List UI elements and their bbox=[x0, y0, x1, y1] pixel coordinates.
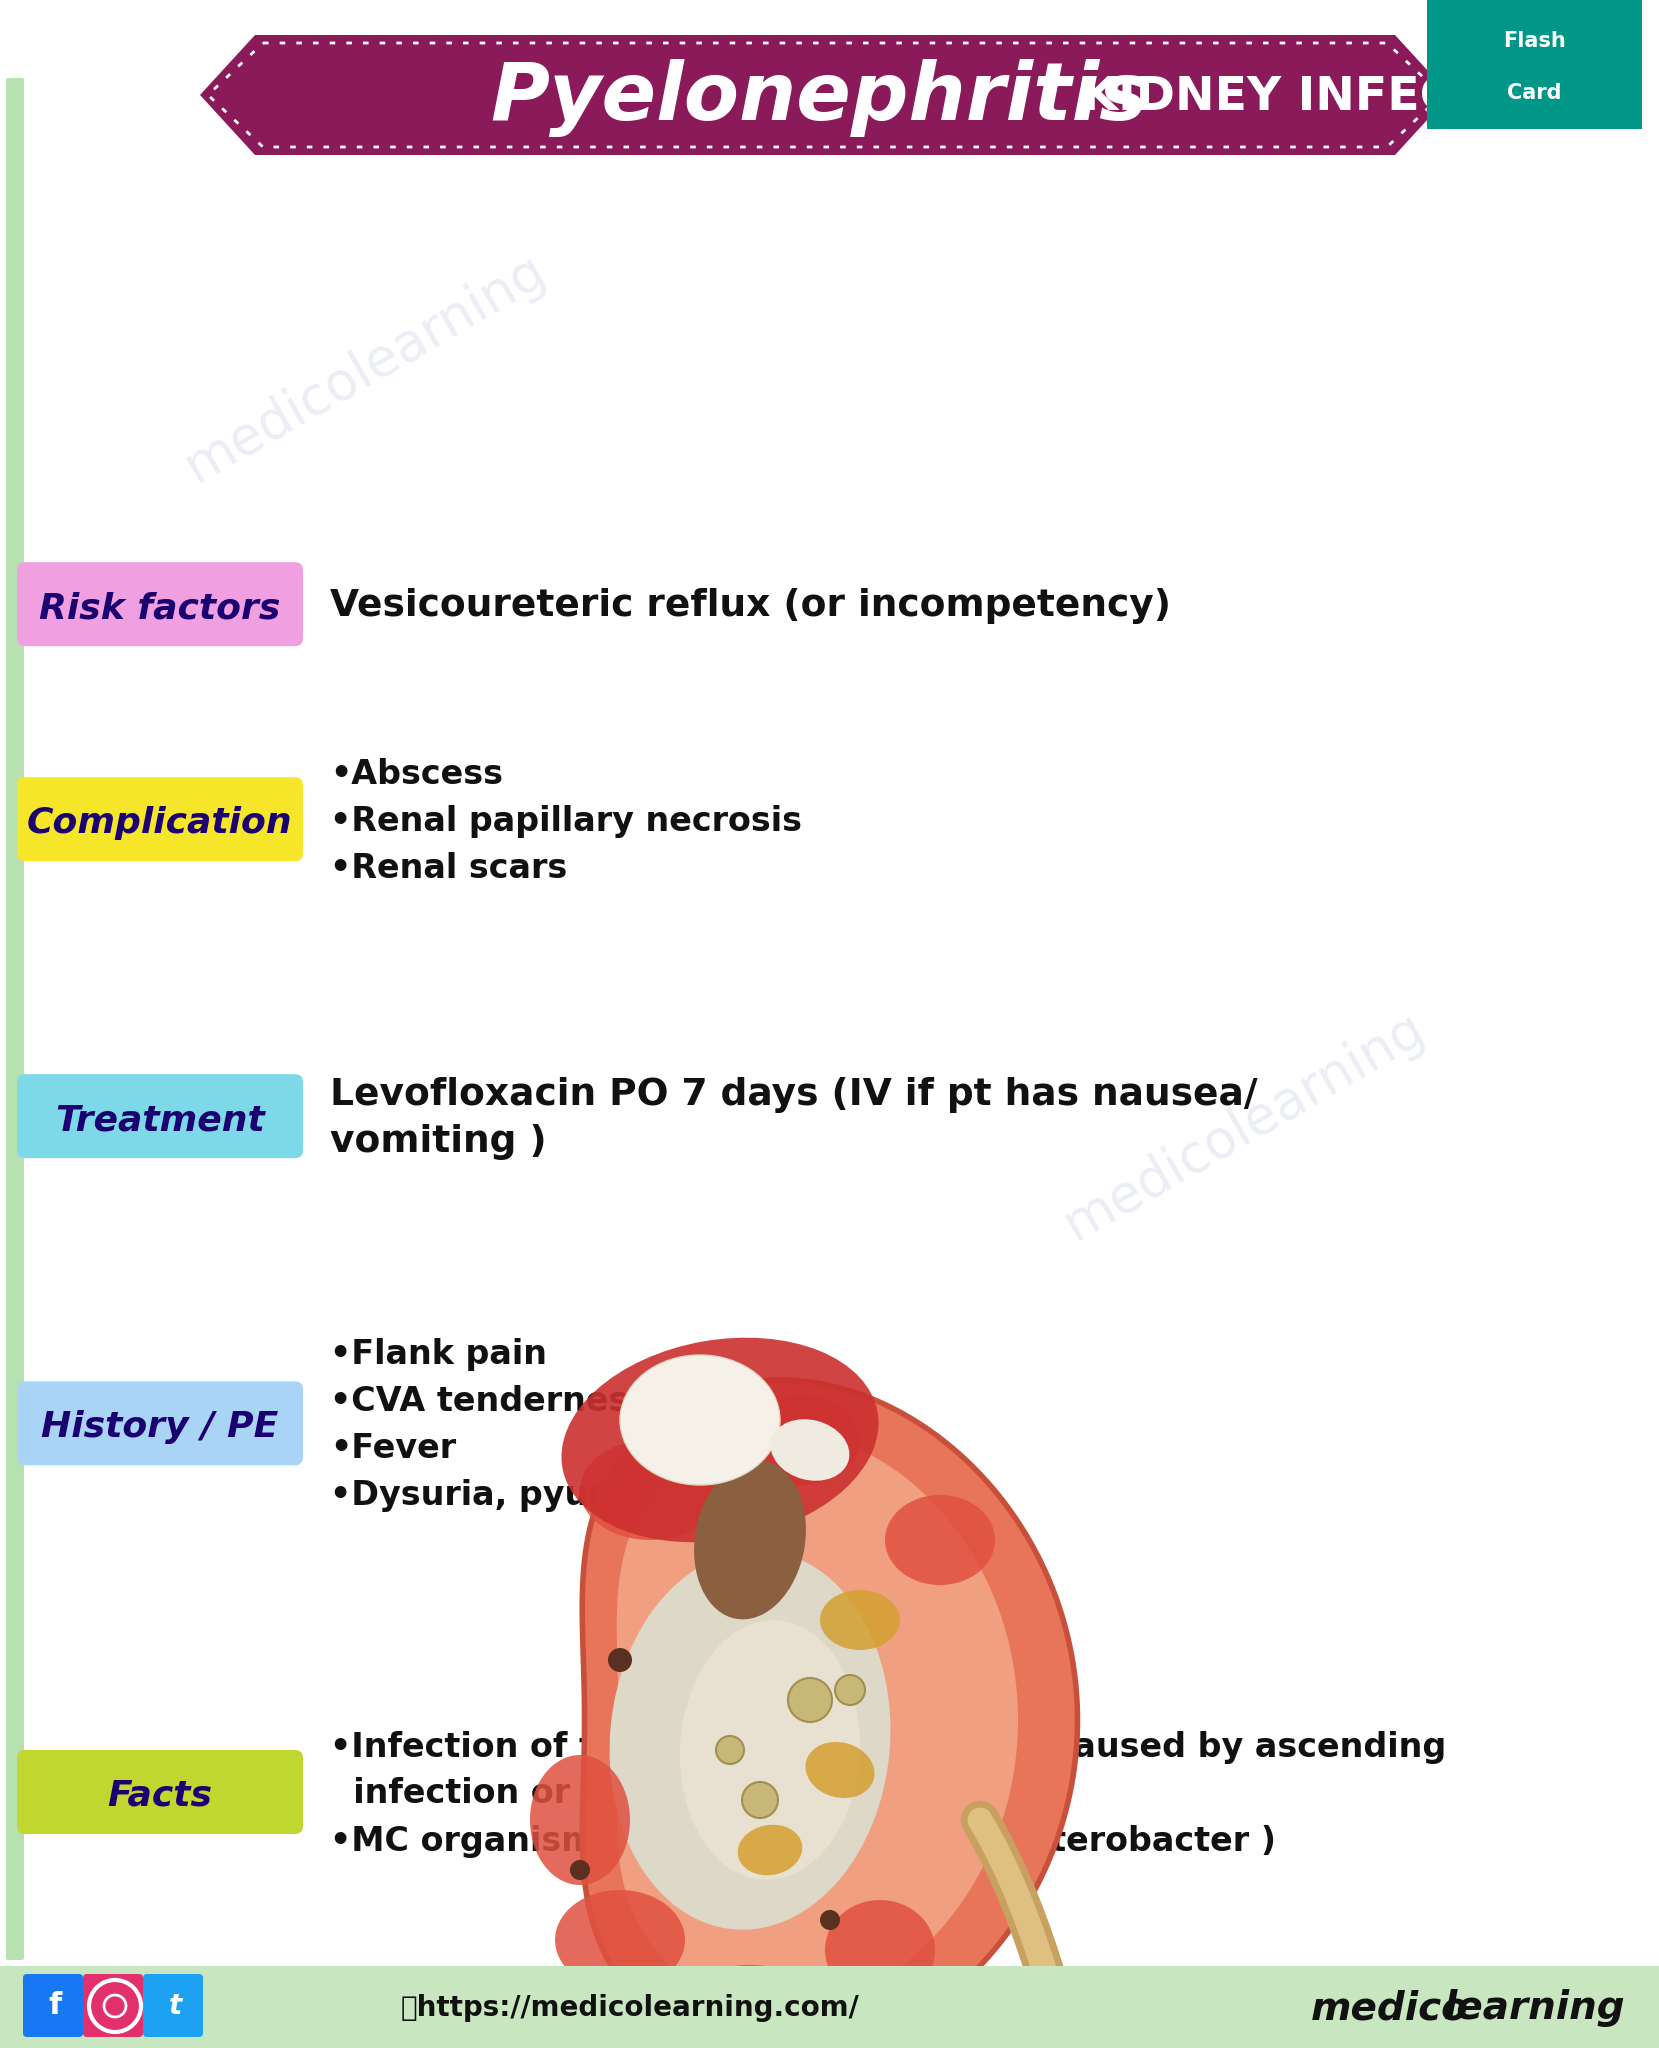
Text: vomiting ): vomiting ) bbox=[330, 1124, 546, 1159]
Text: KIDNEY INFECTION: KIDNEY INFECTION bbox=[1065, 76, 1584, 121]
Ellipse shape bbox=[561, 1337, 879, 1542]
Text: medicolearning: medicolearning bbox=[176, 244, 554, 494]
Ellipse shape bbox=[556, 1890, 685, 1991]
Ellipse shape bbox=[620, 1356, 780, 1485]
Circle shape bbox=[788, 1677, 833, 1722]
Text: Complication: Complication bbox=[27, 807, 292, 840]
PathPatch shape bbox=[617, 1432, 1019, 2009]
Circle shape bbox=[820, 1911, 839, 1929]
Polygon shape bbox=[201, 35, 1450, 156]
Circle shape bbox=[834, 1675, 864, 1706]
FancyBboxPatch shape bbox=[23, 1974, 83, 2038]
Text: t: t bbox=[168, 1993, 181, 2019]
Text: f: f bbox=[48, 1991, 61, 2021]
Ellipse shape bbox=[884, 1495, 995, 1585]
Ellipse shape bbox=[770, 1419, 849, 1481]
Text: Risk factors: Risk factors bbox=[40, 592, 280, 625]
FancyBboxPatch shape bbox=[17, 1073, 304, 1159]
FancyBboxPatch shape bbox=[7, 78, 23, 1960]
Ellipse shape bbox=[820, 1589, 899, 1651]
Text: Pyelonephritis: Pyelonephritis bbox=[489, 59, 1146, 137]
FancyBboxPatch shape bbox=[17, 776, 304, 862]
PathPatch shape bbox=[582, 1380, 1077, 2048]
Text: Vesicoureteric reflux (or incompetency): Vesicoureteric reflux (or incompetency) bbox=[330, 588, 1171, 625]
Ellipse shape bbox=[581, 1440, 720, 1540]
Ellipse shape bbox=[693, 1460, 806, 1620]
Text: ⓘhttps://medicolearning.com/: ⓘhttps://medicolearning.com/ bbox=[401, 1995, 859, 2021]
Text: •Dysuria, pyuria, bacteriuria: •Dysuria, pyuria, bacteriuria bbox=[330, 1479, 869, 1511]
Circle shape bbox=[607, 1649, 632, 1671]
Text: medicolearning: medicolearning bbox=[1055, 1001, 1433, 1251]
Text: Levofloxacin PO 7 days (IV if pt has nausea/: Levofloxacin PO 7 days (IV if pt has nau… bbox=[330, 1077, 1258, 1112]
Text: •Infection of the kidneys and ureters, caused by ascending: •Infection of the kidneys and ureters, c… bbox=[330, 1731, 1447, 1763]
Text: medico: medico bbox=[1311, 1989, 1468, 2028]
Circle shape bbox=[742, 1782, 778, 1819]
Ellipse shape bbox=[675, 1964, 825, 2048]
Text: Flash: Flash bbox=[1503, 31, 1566, 51]
Ellipse shape bbox=[806, 1743, 874, 1798]
Ellipse shape bbox=[825, 1901, 936, 2001]
Text: Facts: Facts bbox=[108, 1780, 212, 1812]
Text: •Flank pain: •Flank pain bbox=[330, 1337, 547, 1372]
FancyBboxPatch shape bbox=[83, 1974, 143, 2038]
FancyBboxPatch shape bbox=[143, 1974, 202, 2038]
Text: Card: Card bbox=[1508, 82, 1561, 102]
FancyBboxPatch shape bbox=[17, 561, 304, 647]
Text: •Abscess: •Abscess bbox=[330, 758, 503, 791]
Text: Treatment: Treatment bbox=[55, 1104, 265, 1137]
Ellipse shape bbox=[740, 1395, 859, 1485]
Text: •MC organisms ( E.coli > Proteus > Enterobacter ): •MC organisms ( E.coli > Proteus > Enter… bbox=[330, 1825, 1276, 1858]
Circle shape bbox=[571, 1860, 591, 1880]
Text: infection or hematogenous spread: infection or hematogenous spread bbox=[330, 1778, 1002, 1810]
Ellipse shape bbox=[529, 1755, 630, 1884]
Text: •Fever: •Fever bbox=[330, 1432, 456, 1466]
Circle shape bbox=[688, 1989, 712, 2011]
Ellipse shape bbox=[680, 1620, 859, 1880]
Text: •Renal scars: •Renal scars bbox=[330, 852, 567, 885]
FancyBboxPatch shape bbox=[0, 1966, 1659, 2048]
FancyBboxPatch shape bbox=[17, 1380, 304, 1466]
Circle shape bbox=[717, 1737, 743, 1763]
Ellipse shape bbox=[738, 1825, 803, 1876]
Text: History / PE: History / PE bbox=[41, 1411, 279, 1444]
FancyBboxPatch shape bbox=[1420, 0, 1649, 133]
Ellipse shape bbox=[609, 1550, 891, 1929]
Text: •CVA tenderness: •CVA tenderness bbox=[330, 1384, 649, 1419]
FancyBboxPatch shape bbox=[17, 1749, 304, 1835]
Text: •Renal papillary necrosis: •Renal papillary necrosis bbox=[330, 805, 801, 838]
Text: learning: learning bbox=[1443, 1989, 1624, 2028]
